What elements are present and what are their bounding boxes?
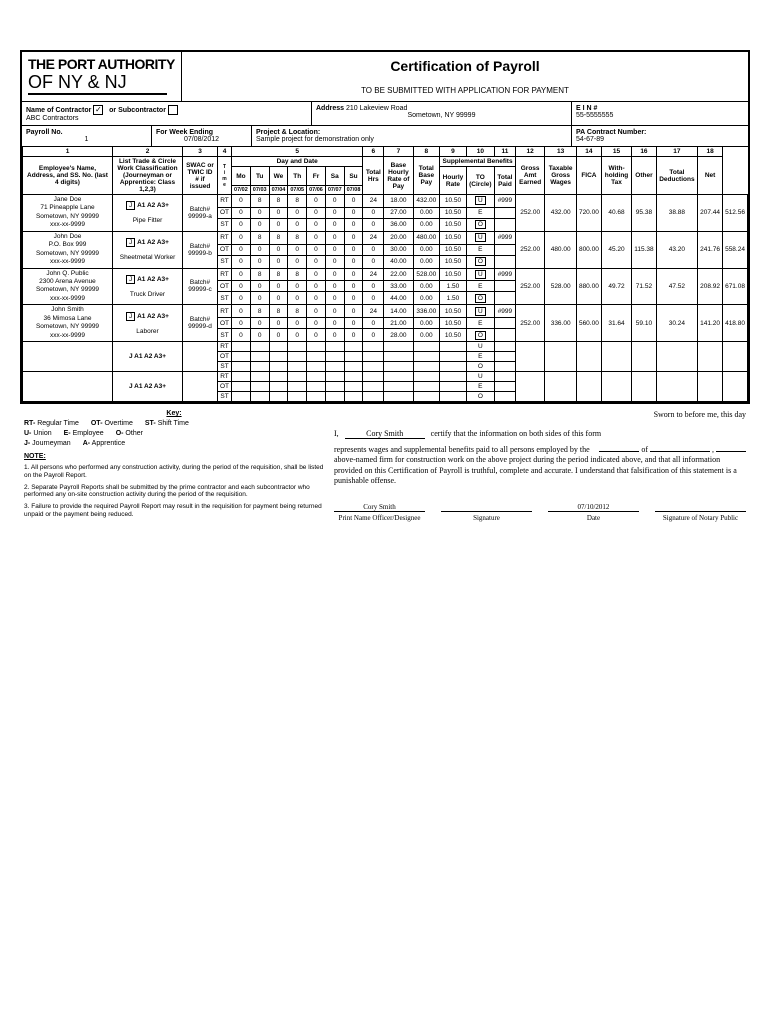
employee-cell: John Smith36 Mimosa LaneSometown, NY 999…: [23, 305, 113, 342]
subtitle: TO BE SUBMITTED WITH APPLICATION FOR PAY…: [188, 86, 742, 95]
sig-name-val: Cory Smith: [334, 503, 425, 511]
lbl-name: Name of Contractor: [26, 107, 91, 114]
contractor-name: ABC Contractors: [26, 115, 307, 122]
pa-contract: 54-67-89: [576, 136, 744, 143]
checkbox-contractor[interactable]: ✓: [93, 105, 103, 115]
lbl-project: Project & Location:: [256, 129, 567, 136]
sworn: Sworn to before me, this day: [334, 410, 746, 419]
lbl-week: For Week Ending: [156, 129, 247, 136]
week-ending: 07/08/2012: [156, 136, 247, 143]
project: Sample project for demonstration only: [256, 136, 567, 143]
swac-cell: Batch# 99999-c: [183, 268, 218, 305]
checkbox-sub[interactable]: [168, 105, 178, 115]
bottom: Key: RT- Regular TimeOT- OvertimeST- Shi…: [20, 404, 750, 529]
employee-cell: Jane Doe71 Pineapple LaneSometown, NY 99…: [23, 195, 113, 232]
payroll-table: 123456789101112131415161718Employee's Na…: [22, 146, 748, 402]
note-item: 3. Failure to provide the required Payro…: [24, 503, 324, 519]
form: THE PORT AUTHORITY OF NY & NJ Certificat…: [20, 50, 750, 404]
sig-date-lbl: Date: [548, 511, 639, 522]
employee-cell: John Q. Public2300 Arena AvenueSometown,…: [23, 268, 113, 305]
key-title: Key:: [24, 410, 324, 417]
trade-cell: J A1 A2 A3+Laborer: [113, 305, 183, 342]
title-area: Certification of Payroll TO BE SUBMITTED…: [182, 52, 748, 101]
note-item: 1. All persons who performed any constru…: [24, 464, 324, 480]
sig-name-lbl: Print Name Officer/Designee: [334, 511, 425, 522]
signature-row: Cory SmithPrint Name Officer/Designee Si…: [334, 503, 746, 522]
swac-cell: Batch# 99999-a: [183, 195, 218, 232]
header: THE PORT AUTHORITY OF NY & NJ Certificat…: [22, 52, 748, 101]
trade-cell: J A1 A2 A3+Truck Driver: [113, 268, 183, 305]
sig-sig-lbl: Signature: [441, 511, 532, 522]
employee-cell: John DoeP.O. Box 999Sometown, NY 99999xx…: [23, 231, 113, 268]
lbl-payroll: Payroll No.: [26, 129, 147, 136]
certification: Sworn to before me, this day I, Cory Smi…: [334, 410, 746, 523]
payroll-row: Payroll No. 1 For Week Ending 07/08/2012…: [22, 125, 748, 146]
trade-cell: J A1 A2 A3+Pipe Fitter: [113, 195, 183, 232]
swac-cell: Batch# 99999-d: [183, 305, 218, 342]
logo-bot: OF NY & NJ: [28, 72, 167, 95]
payroll-no: 1: [26, 136, 147, 143]
lbl-sub: or Subcontractor: [109, 107, 166, 114]
sig-date-val: 07/10/2012: [548, 503, 639, 511]
swac-cell: Batch# 99999-b: [183, 231, 218, 268]
address1: 210 Lakeview Road: [346, 105, 408, 112]
contractor-row: Name of Contractor ✓ or Subcontractor AB…: [22, 101, 748, 125]
note-item: 2. Separate Payroll Reports shall be sub…: [24, 484, 324, 500]
certify1: certify that the information on both sid…: [431, 429, 601, 438]
note-title: NOTE:: [24, 453, 324, 460]
lbl-ein: E I N #: [576, 105, 744, 112]
ein: 55-5555555: [576, 112, 744, 119]
lbl-address: Address: [316, 105, 344, 112]
logo: THE PORT AUTHORITY OF NY & NJ: [22, 52, 182, 101]
key-notes: Key: RT- Regular TimeOT- OvertimeST- Shi…: [24, 410, 324, 523]
sig-notary-lbl: Signature of Notary Public: [655, 511, 746, 522]
page-title: Certification of Payroll: [188, 58, 742, 74]
signer-top: Cory Smith: [345, 429, 425, 439]
logo-top: THE PORT AUTHORITY: [28, 56, 175, 72]
address2: Sometown, NY 99999: [316, 112, 567, 119]
lbl-pa: PA Contract Number:: [576, 129, 744, 136]
trade-cell: J A1 A2 A3+Sheetmetal Worker: [113, 231, 183, 268]
